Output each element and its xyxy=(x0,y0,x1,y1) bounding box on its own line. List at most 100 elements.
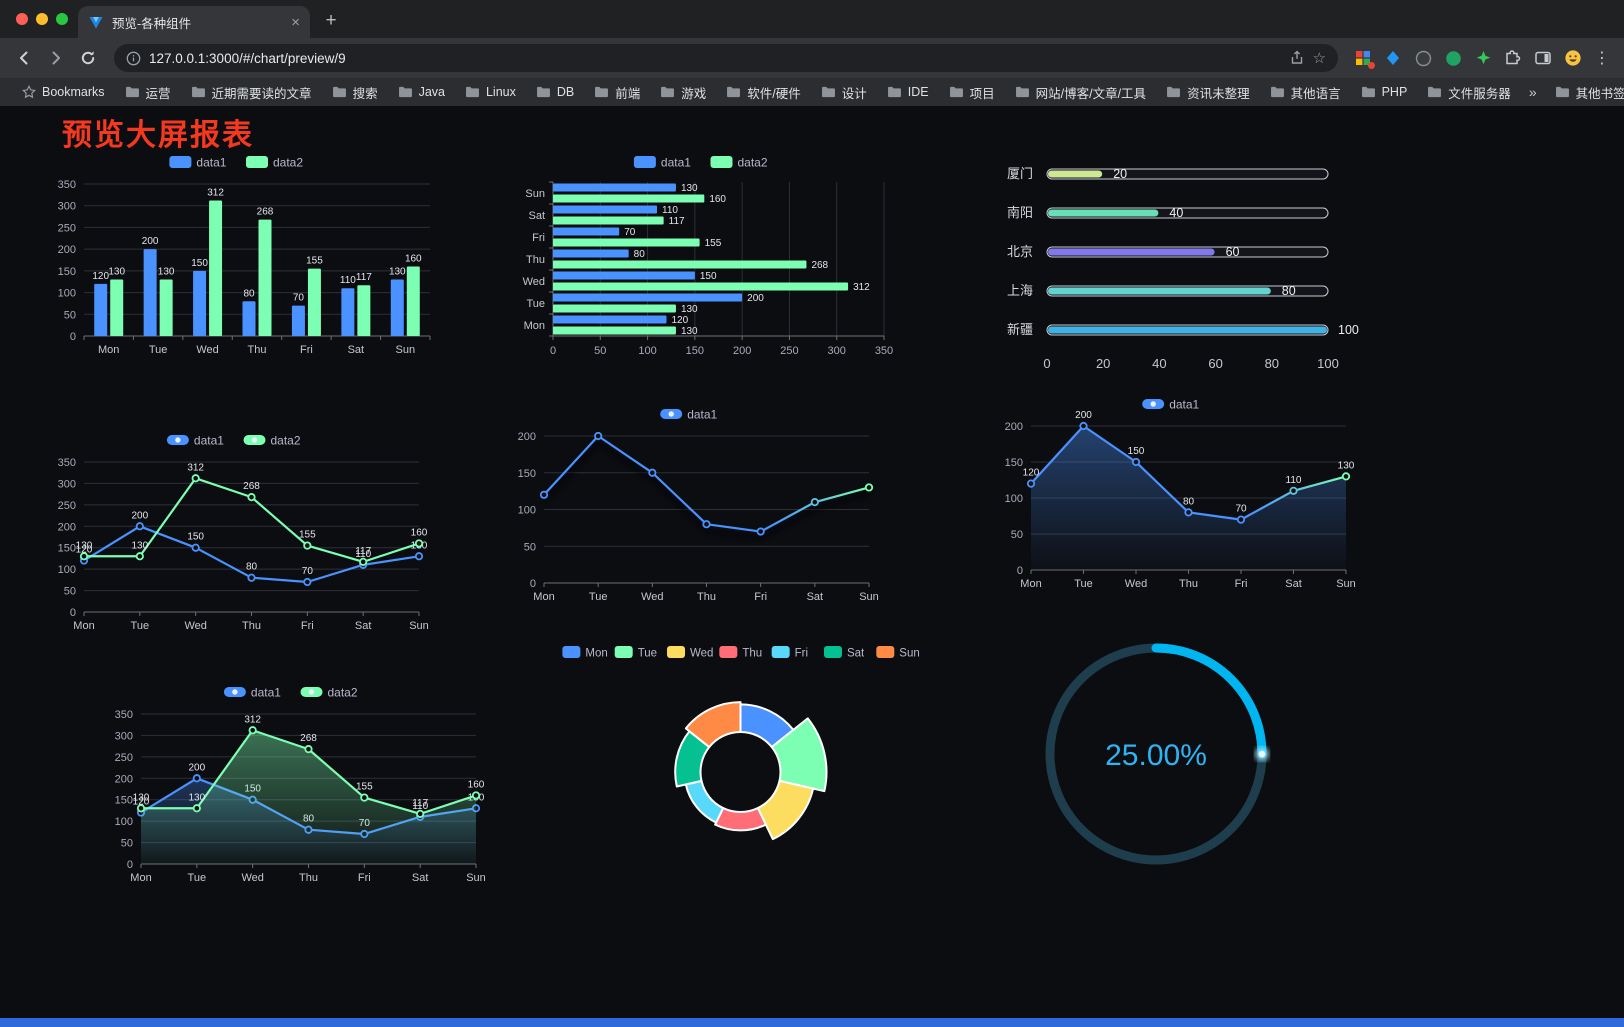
svg-text:312: 312 xyxy=(244,714,261,725)
side-panel-icon[interactable] xyxy=(1530,45,1556,71)
svg-text:130: 130 xyxy=(389,267,406,278)
bookmark-item[interactable]: 网站/博客/文章/工具 xyxy=(1007,80,1154,105)
grouped-bar-chart[interactable]: data1 data2 0 50 100 150 200 250 300 350 Mon Tue Wed… xyxy=(38,146,438,366)
svg-text:Wed: Wed xyxy=(184,620,206,632)
gradient-line-chart[interactable]: data1 0 50 100 150 200 Mon Tue Wed Thu Fri Sat Sun xyxy=(498,398,883,613)
bookmark-item[interactable]: 设计 xyxy=(813,80,875,105)
two-series-line-chart[interactable]: data1 data2 0 50 100 150 200 250 300 350 Mon Tue Wed… xyxy=(38,424,433,642)
close-window-button[interactable] xyxy=(16,13,28,25)
zoom-window-button[interactable] xyxy=(56,13,68,25)
svg-text:Wed: Wed xyxy=(241,872,263,884)
folder-icon xyxy=(1555,86,1569,98)
bookmark-item[interactable]: IDE xyxy=(879,82,937,102)
svg-text:110: 110 xyxy=(340,275,356,286)
svg-text:Mon: Mon xyxy=(585,648,607,660)
rose-donut-chart[interactable]: Mon Tue Wed Thu Fri Sat Sun xyxy=(548,638,933,888)
extensions-puzzle-icon[interactable] xyxy=(1500,45,1526,71)
svg-text:350: 350 xyxy=(115,709,133,721)
svg-text:130: 130 xyxy=(188,792,205,803)
area-line-chart[interactable]: data1 0 50 100 150 200 Mon Tue Wed Thu Fri Sat Sun 12… xyxy=(985,388,1360,600)
svg-text:20: 20 xyxy=(1113,167,1127,181)
new-tab-button[interactable]: + xyxy=(325,10,337,31)
bookmark-item[interactable]: Bookmarks xyxy=(14,82,113,102)
two-series-area-chart[interactable]: data1 data2 0 50 100 150 200 250 300 350 Mon Tue Wed… xyxy=(95,676,490,894)
extension-green-circle-icon[interactable] xyxy=(1440,45,1466,71)
svg-text:data1: data1 xyxy=(687,408,717,422)
bookmark-item[interactable]: 资讯未整理 xyxy=(1158,80,1258,105)
bookmark-item[interactable]: 文件服务器 xyxy=(1419,80,1519,105)
extension-colorful-icon[interactable] xyxy=(1350,45,1376,71)
svg-text:350: 350 xyxy=(875,345,893,357)
svg-text:300: 300 xyxy=(58,201,76,213)
svg-text:130: 130 xyxy=(158,267,175,278)
svg-text:Mon: Mon xyxy=(533,591,554,603)
svg-text:100: 100 xyxy=(1338,323,1359,337)
bookmark-item[interactable]: PHP xyxy=(1353,82,1416,102)
svg-text:117: 117 xyxy=(355,546,371,557)
extension-green-star-icon[interactable] xyxy=(1470,45,1496,71)
site-info-icon[interactable] xyxy=(126,51,141,66)
svg-text:250: 250 xyxy=(115,752,133,764)
svg-text:120: 120 xyxy=(76,545,93,556)
svg-text:350: 350 xyxy=(58,457,76,469)
bookmark-item[interactable]: Linux xyxy=(457,82,524,102)
svg-text:100: 100 xyxy=(1317,356,1339,371)
back-button[interactable] xyxy=(10,44,38,72)
forward-button[interactable] xyxy=(42,44,70,72)
svg-text:200: 200 xyxy=(188,762,205,773)
svg-text:Sun: Sun xyxy=(525,188,545,200)
svg-text:130: 130 xyxy=(76,540,93,551)
bookmark-star-icon[interactable]: ☆ xyxy=(1312,50,1326,67)
browser-tab[interactable]: 预览-各种组件 × xyxy=(78,6,310,38)
svg-text:Sat: Sat xyxy=(807,591,824,603)
reload-button[interactable] xyxy=(74,44,102,72)
bookmark-item[interactable]: Java xyxy=(390,82,453,102)
notification-badge xyxy=(1368,62,1375,69)
svg-text:南阳: 南阳 xyxy=(1007,205,1033,220)
bookmark-item[interactable]: 项目 xyxy=(941,80,1003,105)
svg-text:厦门: 厦门 xyxy=(1007,166,1033,181)
gauge-chart[interactable]: 25.00% xyxy=(1036,634,1276,874)
emoji-icon[interactable] xyxy=(1560,45,1586,71)
bookmark-item[interactable]: 软件/硬件 xyxy=(718,80,808,105)
tab-close-icon[interactable]: × xyxy=(291,13,300,31)
bookmark-item[interactable]: 其他语言 xyxy=(1262,80,1349,105)
svg-text:120: 120 xyxy=(133,797,150,808)
bookmark-item[interactable]: 运营 xyxy=(117,80,179,105)
folder-icon xyxy=(1361,86,1375,98)
svg-text:70: 70 xyxy=(293,293,305,304)
svg-text:data1: data1 xyxy=(194,434,224,448)
bookmark-item[interactable]: 前端 xyxy=(586,80,648,105)
svg-text:110: 110 xyxy=(662,205,678,216)
svg-text:Thu: Thu xyxy=(742,648,762,660)
svg-text:data2: data2 xyxy=(271,434,301,448)
folder-icon xyxy=(887,86,901,98)
browser-menu-icon[interactable]: ⋮ xyxy=(1594,50,1610,67)
bookmark-item[interactable]: 游戏 xyxy=(652,80,714,105)
svg-text:130: 130 xyxy=(681,183,698,194)
horizontal-bar-chart[interactable]: data1 data2 0 50 100 150 200 250 300 350 Mon 120 130… xyxy=(505,148,900,366)
bookmark-item[interactable]: DB xyxy=(528,82,582,102)
svg-text:80: 80 xyxy=(1282,284,1296,298)
svg-text:150: 150 xyxy=(1005,457,1023,469)
minimize-window-button[interactable] xyxy=(36,13,48,25)
bookmark-item[interactable]: 近期需要读的文章 xyxy=(183,80,320,105)
folder-icon xyxy=(1270,86,1284,98)
svg-text:data2: data2 xyxy=(273,156,303,170)
back-icon xyxy=(20,51,28,65)
bookmark-item[interactable]: 搜索 xyxy=(324,80,386,105)
svg-text:0: 0 xyxy=(550,345,556,357)
browser-toolbar: 127.0.0.1:3000/#/chart/preview/9 ☆ xyxy=(0,38,1624,78)
svg-text:300: 300 xyxy=(115,730,133,742)
svg-text:新疆: 新疆 xyxy=(1007,322,1033,337)
other-bookmarks[interactable]: 其他书签 xyxy=(1547,80,1624,105)
url-text: 127.0.0.1:3000/#/chart/preview/9 xyxy=(149,50,346,66)
address-bar[interactable]: 127.0.0.1:3000/#/chart/preview/9 ☆ xyxy=(114,44,1338,72)
extension-blue-kite-icon[interactable] xyxy=(1380,45,1406,71)
forward-icon xyxy=(52,51,60,65)
bookmarks-overflow-chevron[interactable]: » xyxy=(1528,84,1537,100)
progress-bar-chart[interactable]: 厦门 20 南阳 40 北京 60 上海 80 新疆 100 0 20 40 60 80 100 xyxy=(995,154,1370,389)
share-icon[interactable] xyxy=(1289,50,1305,66)
svg-text:50: 50 xyxy=(594,345,606,357)
extension-dark-circle-icon[interactable] xyxy=(1410,45,1436,71)
